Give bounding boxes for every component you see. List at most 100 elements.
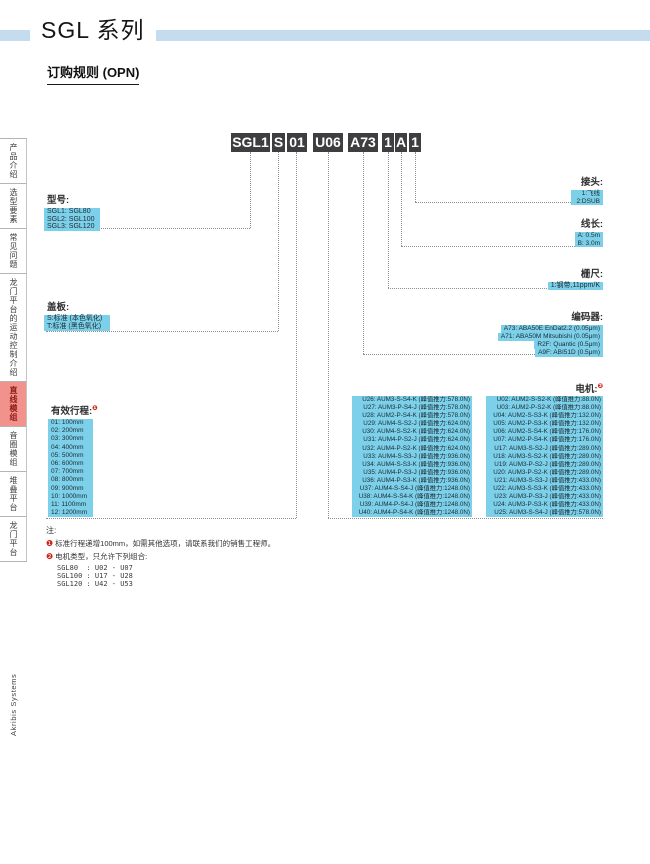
motor-column-right: U02: AUM2-S-S2-K (峰值推力:88.0N) U03: AUM2-P… (486, 396, 603, 518)
group-model-label: 型号: (47, 195, 70, 206)
option-row: S:标准 (本色氧化) (44, 315, 110, 323)
option-row: A71: ABA50M Mitsubishi (0.05μm) (497, 333, 603, 341)
motor-column-left: U26: AUM3-S-S4-K (峰值推力:578.0N) U27: AUM3-… (352, 396, 472, 518)
sidebar-tab-label: 选型要素 (9, 188, 18, 224)
group-connector: 接头: 1:飞线 2:DSUB (571, 174, 603, 205)
option-row: 02: 200mm (48, 427, 93, 436)
option-row: 1:飞线 (571, 190, 603, 198)
sidebar-nav: 产品介绍 选型要素 常见问题 龙门平台的运动控制介绍 直线模组 音圈模组 堆叠平… (0, 138, 27, 562)
connector-line-stroke (296, 152, 297, 518)
option-row: 10: 1000mm (48, 492, 93, 502)
connector-line-encoder (363, 354, 603, 355)
note-item-1: ❶ 标准行程递增100mm，如需其他选项，请联系我们的销售工程师。 (46, 539, 275, 549)
motor-option-row: U04: AUM2-S-S3-K (峰值推力:132.0N) (486, 412, 603, 421)
option-row: B: 3.0m (574, 239, 603, 247)
group-connector-label: 接头: (580, 177, 603, 188)
option-row: 11: 1100mm (48, 501, 93, 510)
sidebar-tab[interactable]: 产品介绍 (0, 139, 27, 184)
motor-option-row: U20: AUM3-P-S2-K (峰值推力:289.0N) (486, 468, 603, 477)
option-row: 2:DSUB (571, 197, 603, 205)
part-number-segment: 1 (382, 133, 394, 152)
option-row: 04: 400mm (48, 443, 93, 452)
title-accent-band (0, 30, 650, 41)
note-item-2: ❷ 电机类型，只允许下列组合: (46, 552, 275, 562)
motor-option-row: U26: AUM3-S-S4-K (峰值推力:578.0N) (352, 396, 472, 405)
motor-option-row: U25: AUM3-S-S4-J (峰值推力:578.0N) (486, 509, 603, 518)
connector-line-encoder (363, 152, 364, 354)
note-2-text: 电机类型，只允许下列组合: (55, 551, 148, 561)
part-number-segment: 1 (409, 133, 421, 152)
note-1-marker: ❶ (46, 539, 54, 548)
group-encoder-label: 编码器: (571, 312, 603, 323)
part-number-segment: 01 (287, 133, 307, 152)
motor-option-row: U34: AUM4-S-S3-K (峰值推力:936.0N) (352, 460, 472, 469)
sidebar-tab[interactable]: 选型要素 (0, 184, 27, 229)
sidebar-tab-label: 堆叠平台 (9, 476, 18, 512)
connector-line-cable (401, 152, 402, 246)
motor-combination-row: SGL120 : U42 - U53 (57, 580, 133, 589)
sidebar-tab[interactable]: 龙门平台的运动控制介绍 (0, 274, 27, 382)
part-number-segment: A (395, 133, 407, 152)
option-row: 01: 100mm (48, 419, 93, 428)
group-stroke-label-text: 有效行程: (51, 406, 93, 417)
motor-option-row: U29: AUM4-S-S2-J (峰值推力:624.0N) (352, 420, 472, 429)
motor-option-row: U37: AUM4-S-S4-J (峰值推力:1248.0N) (352, 485, 472, 494)
part-number-segment: S (272, 133, 285, 152)
part-number-segment: U06 (313, 133, 343, 152)
group-model: 型号: SGL1: SGL80 SGL2: SGL100 SGL3: SGL120 (44, 192, 100, 231)
motor-combination-row: SGL80 : U02 - U07 (57, 564, 133, 572)
sidebar-tab[interactable]: 常见问题 (0, 229, 27, 274)
sidebar-tab-label: 常见问题 (9, 233, 18, 269)
sidebar-tab-label: 直线模组 (9, 386, 18, 422)
motor-option-row: U40: AUM4-P-S4-K (峰值推力:1248.0N) (352, 509, 472, 518)
motor-option-row: U06: AUM2-S-S4-K (峰值推力:176.0N) (486, 428, 603, 437)
group-scale: 栅尺: 1:钢带,11ppm/K (547, 266, 603, 291)
option-row: 05: 500mm (48, 451, 93, 461)
motor-option-row: U03: AUM2-P-S2-K (峰值推力:88.0N) (486, 404, 603, 413)
motor-combination-list: SGL80 : U02 - U07 SGL100 : U17 - U28 SGL12… (57, 564, 275, 589)
notes-title: 注: (46, 526, 57, 535)
motor-option-row: U30: AUM4-S-S2-K (峰值推力:624.0N) (352, 428, 472, 437)
group-cable-length-label: 线长: (580, 219, 603, 230)
sidebar-tab[interactable]: 音圈模组 (0, 427, 27, 472)
connector-line-cable (401, 246, 603, 247)
group-motor-label-wrap: 电机:❷ (575, 381, 603, 397)
option-row: A: 0.5m (574, 232, 603, 240)
notes-section: 注: ❶ 标准行程递增100mm，如需其他选项，请联系我们的销售工程师。 ❷ 电机类… (46, 525, 275, 589)
motor-option-row: U36: AUM4-P-S3-K (峰值推力:936.0N) (352, 476, 472, 486)
motor-option-row: U28: AUM2-P-S4-K (峰值推力:578.0N) (352, 412, 472, 421)
connector-line-model (46, 228, 250, 229)
motor-option-row: U35: AUM4-P-S3-J (峰值推力:936.0N) (352, 468, 472, 477)
connector-line-stroke (46, 518, 296, 519)
motor-option-row: U24: AUM3-P-S3-K (峰值推力:433.0N) (486, 501, 603, 510)
sidebar-tab[interactable]: 直线模组 (0, 382, 27, 427)
sidebar-tab-label: 产品介绍 (9, 143, 18, 179)
motor-option-row: U33: AUM4-S-S3-J (峰值推力:936.0N) (352, 452, 472, 461)
option-row: 1:钢带,11ppm/K (547, 282, 603, 291)
option-row: 06: 600mm (48, 460, 93, 469)
connector-line-scale (388, 152, 389, 288)
connector-line-cover (46, 331, 278, 332)
sidebar-tab[interactable]: 龙门平台 (0, 517, 27, 562)
connector-line-scale (388, 288, 603, 289)
note-2-marker: ❷ (46, 551, 54, 561)
sidebar-tab-label: 音圈模组 (9, 431, 18, 467)
option-row: 07: 700mm (48, 468, 93, 477)
sidebar-tab[interactable]: 堆叠平台 (0, 472, 27, 517)
motor-option-row: U23: AUM3-P-S3-J (峰值推力:433.0N) (486, 493, 603, 502)
option-row: A73: ABA50E EnDat2.2 (0.05μm) (500, 325, 603, 333)
group-stroke-label: 有效行程:❶ (51, 403, 98, 417)
motor-option-row: U19: AUM3-P-S2-J (峰值推力:289.0N) (486, 460, 603, 469)
group-encoder: 编码器: A73: ABA50E EnDat2.2 (0.05μm) A71: A… (497, 309, 603, 357)
motor-option-row: U32: AUM4-P-S2-K (峰值推力:624.0N) (352, 444, 472, 453)
motor-options-table: U26: AUM3-S-S4-K (峰值推力:578.0N) U27: AUM3-… (352, 396, 603, 518)
motor-option-row: U17: AUM3-S-S2-J (峰值推力:289.0N) (486, 444, 603, 453)
note-1-text: 标准行程递增100mm，如需其他选项，请联系我们的销售工程师。 (55, 539, 276, 548)
motor-combination-row: SGL100 : U17 - U28 (57, 572, 133, 581)
option-row: A9F: ABI51D (0.5μm) (535, 349, 603, 357)
series-title: SGL 系列 (30, 10, 156, 50)
option-row: SGL1: SGL80 (44, 208, 100, 216)
motor-option-row: U31: AUM4-P-S2-J (峰值推力:624.0N) (352, 436, 472, 445)
option-row: 09: 900mm (48, 484, 93, 493)
note-marker-2: ❷ (597, 382, 603, 390)
